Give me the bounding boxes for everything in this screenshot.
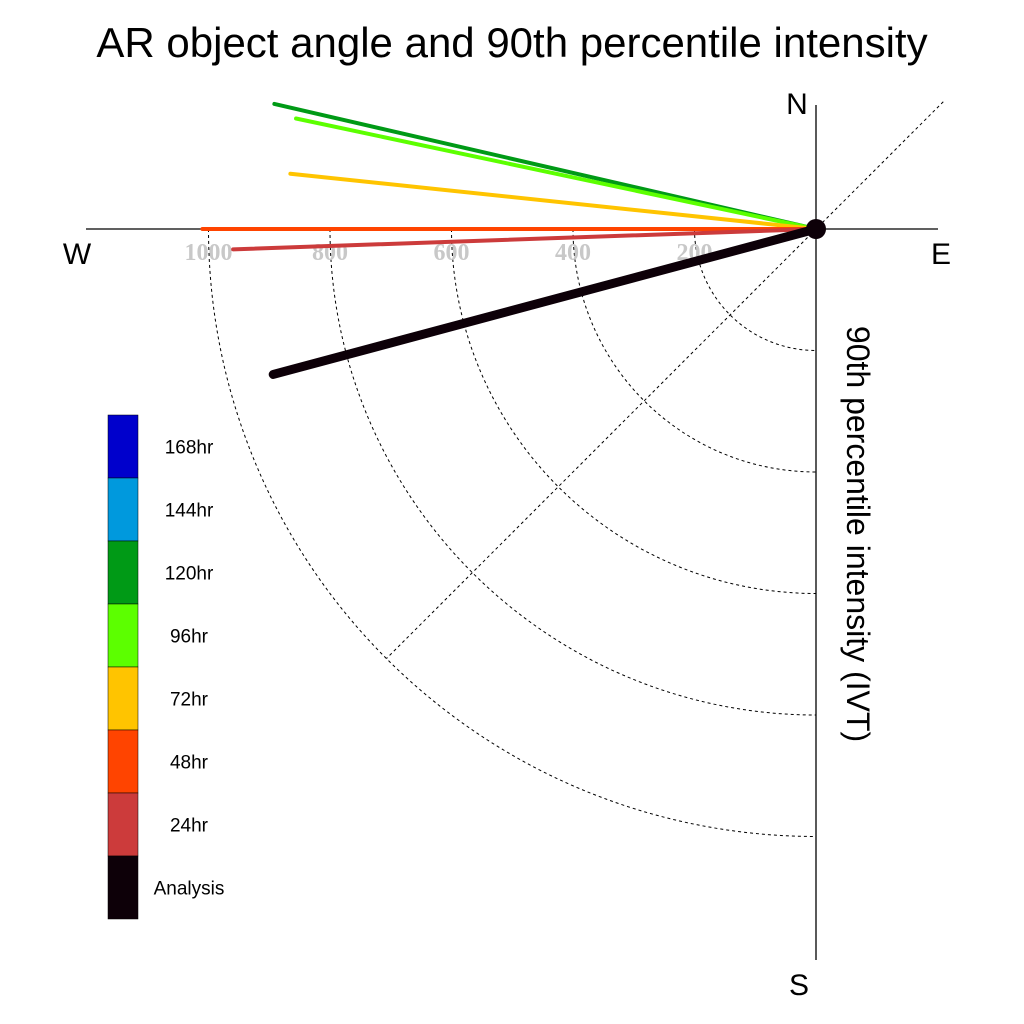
legend-swatch-48hr xyxy=(107,729,139,794)
vector-24hr xyxy=(231,227,818,252)
radial-tick-label: 400 xyxy=(555,240,591,266)
radial-grid-arc xyxy=(694,228,817,351)
radial-grid-arc xyxy=(329,228,817,716)
legend-swatch-120hr xyxy=(107,540,139,605)
legend-label-24hr: 24hr xyxy=(170,816,209,837)
diagonal-grid-line xyxy=(386,101,944,659)
legend-label-168hr: 168hr xyxy=(165,438,214,459)
radial-grid-arc xyxy=(572,228,817,473)
radial-tick-label: 1000 xyxy=(185,240,233,266)
intensity-vectors xyxy=(200,101,826,379)
legend-swatch-168hr xyxy=(107,414,139,479)
radial-tick-label: 600 xyxy=(434,240,470,266)
legend-label-72hr: 72hr xyxy=(170,690,209,711)
vector-analysis xyxy=(268,224,821,379)
intensity-axis-label: 90th percentile intensity (IVT) xyxy=(840,326,876,742)
chart-title: AR object angle and 90th percentile inte… xyxy=(96,19,927,66)
legend-swatch-144hr xyxy=(107,477,139,542)
vector-72hr xyxy=(288,171,818,231)
compass-west-label: W xyxy=(63,238,92,271)
legend-label-96hr: 96hr xyxy=(170,627,209,648)
compass-south-label: S xyxy=(789,969,809,1002)
radial-grid-arc xyxy=(451,228,817,594)
compass-east-label: E xyxy=(931,238,951,271)
legend-label-120hr: 120hr xyxy=(165,564,214,585)
legend-label-48hr: 48hr xyxy=(170,753,209,774)
legend-label-144hr: 144hr xyxy=(165,501,214,522)
legend-swatch-analysis xyxy=(107,855,139,920)
compass-north-label: N xyxy=(786,88,808,121)
legend: 168hr 144hr 120hr 96hr 72hr 48hr 24hr Analysis xyxy=(107,414,225,920)
legend-swatch-72hr xyxy=(107,666,139,731)
legend-swatch-96hr xyxy=(107,603,139,668)
vector-96hr xyxy=(294,116,818,231)
origin-marker xyxy=(806,219,826,239)
legend-label-analysis: Analysis xyxy=(154,879,225,900)
legend-swatch-24hr xyxy=(107,792,139,857)
radial-grid-arc xyxy=(208,228,817,837)
polar-grid xyxy=(208,101,944,837)
